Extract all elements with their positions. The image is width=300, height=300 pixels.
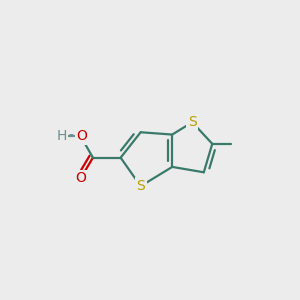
Text: O: O (77, 129, 88, 143)
Text: S: S (188, 115, 197, 129)
Text: -: - (68, 129, 74, 143)
Text: O: O (75, 172, 86, 185)
Text: S: S (136, 179, 145, 193)
Text: H: H (56, 129, 67, 143)
